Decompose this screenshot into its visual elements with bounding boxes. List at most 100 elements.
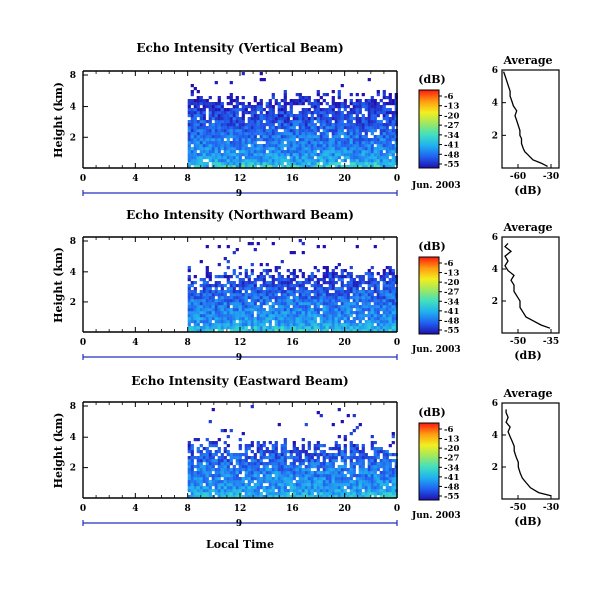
heatmap-cell: [382, 275, 386, 279]
heatmap-cell: [289, 290, 293, 294]
heatmap-cell: [376, 456, 380, 460]
heatmap-cell: [238, 483, 242, 487]
heatmap-cell: [310, 132, 314, 136]
heatmap-cell: [319, 111, 323, 115]
heatmap-cell: [310, 144, 314, 148]
heatmap-cell: [232, 156, 236, 160]
heatmap-cell: [262, 293, 266, 297]
heatmap-cell: [226, 135, 230, 139]
heatmap-cell: [367, 468, 371, 472]
heatmap-cell: [367, 492, 371, 496]
heatmap-cell: [376, 474, 380, 478]
heatmap-cell: [376, 468, 380, 472]
heatmap-cell: [349, 93, 353, 97]
heatmap-cell: [298, 156, 302, 160]
heatmap-cell: [340, 272, 344, 276]
heatmap-cell: [316, 483, 320, 487]
heatmap-cell: [349, 153, 353, 157]
heatmap-cell: [223, 108, 227, 112]
heatmap-cell: [247, 120, 251, 124]
heatmap-cell: [346, 471, 350, 475]
heatmap-cell: [256, 450, 260, 454]
heatmap-cell: [208, 132, 212, 136]
heatmap-cell: [244, 299, 248, 303]
heatmap-cell: [331, 96, 335, 100]
heatmap-cell: [226, 96, 230, 100]
heatmap-cell: [385, 483, 389, 487]
heatmap-cell: [358, 284, 362, 288]
heatmap-cell: [202, 326, 206, 330]
heatmap-cell: [247, 474, 251, 478]
heatmap-cell: [340, 302, 344, 306]
heatmap-cell: [352, 278, 356, 282]
heatmap-cell: [310, 159, 314, 163]
heatmap-cell: [325, 266, 329, 270]
heatmap-cell: [214, 453, 218, 457]
heatmap-cell: [292, 302, 296, 306]
heatmap-cell: [292, 462, 296, 466]
heatmap-cell: [241, 72, 245, 76]
heatmap-cell: [295, 114, 299, 118]
heatmap-cell: [283, 293, 287, 297]
heatmap-cell: [346, 105, 350, 109]
heatmap-cell: [205, 287, 209, 291]
heatmap-cell: [241, 278, 245, 282]
heatmap-cell: [208, 302, 212, 306]
heatmap-cell: [379, 465, 383, 469]
heatmap-cell: [268, 456, 272, 460]
heatmap-cell: [271, 96, 275, 100]
heatmap-cell: [346, 156, 350, 160]
heatmap-cell: [241, 132, 245, 136]
heatmap-cell: [202, 123, 206, 127]
heatmap-cell: [358, 278, 362, 282]
heatmap-cell: [253, 159, 257, 163]
heatmap-cell: [193, 293, 197, 297]
heatmap-cell: [205, 99, 209, 103]
heatmap-cell: [313, 129, 317, 133]
heatmap-cell: [292, 293, 296, 297]
heatmap-cell: [376, 156, 380, 160]
heatmap-cell: [355, 287, 359, 291]
heatmap-cell: [283, 302, 287, 306]
heatmap-cell: [325, 480, 329, 484]
heatmap-cell: [367, 299, 371, 303]
heatmap-cell: [226, 459, 230, 463]
colorbar: [418, 256, 440, 335]
heatmap-cell: [313, 299, 317, 303]
heatmap-cell: [370, 120, 374, 124]
heatmap-cell: [301, 242, 305, 246]
heatmap-cell: [316, 456, 320, 460]
heatmap-cell: [241, 96, 245, 100]
heatmap-cell: [358, 423, 362, 427]
heatmap-cell: [214, 117, 218, 121]
heatmap-cell: [238, 266, 242, 270]
heatmap-cell: [226, 275, 230, 279]
heatmap-cell: [379, 141, 383, 145]
heatmap-cell: [259, 453, 263, 457]
heatmap-cell: [298, 150, 302, 154]
heatmap-cell: [358, 290, 362, 294]
heatmap-cell: [208, 296, 212, 300]
heatmap-cell: [388, 492, 392, 496]
heatmap-cell: [292, 477, 296, 481]
heatmap-cell: [274, 465, 278, 469]
heatmap-cell: [187, 120, 191, 124]
heatmap-cell: [256, 126, 260, 130]
heatmap-cell: [319, 147, 323, 151]
heatmap-cell: [187, 162, 191, 166]
heatmap-cell: [187, 278, 191, 282]
heatmap-cell: [358, 471, 362, 475]
heatmap-cell: [358, 459, 362, 463]
heatmap-cell: [364, 162, 368, 166]
heatmap-cell: [301, 462, 305, 466]
heatmap-cell: [382, 320, 386, 324]
heatmap-cell: [190, 317, 194, 321]
heatmap-cell: [346, 290, 350, 294]
heatmap-cell: [205, 293, 209, 297]
heatmap-cell: [331, 132, 335, 136]
heatmap-cell: [199, 153, 203, 157]
heatmap-cell: [283, 132, 287, 136]
heatmap-cell: [226, 117, 230, 121]
heatmap-cell: [376, 135, 380, 139]
heatmap-cell: [355, 462, 359, 466]
